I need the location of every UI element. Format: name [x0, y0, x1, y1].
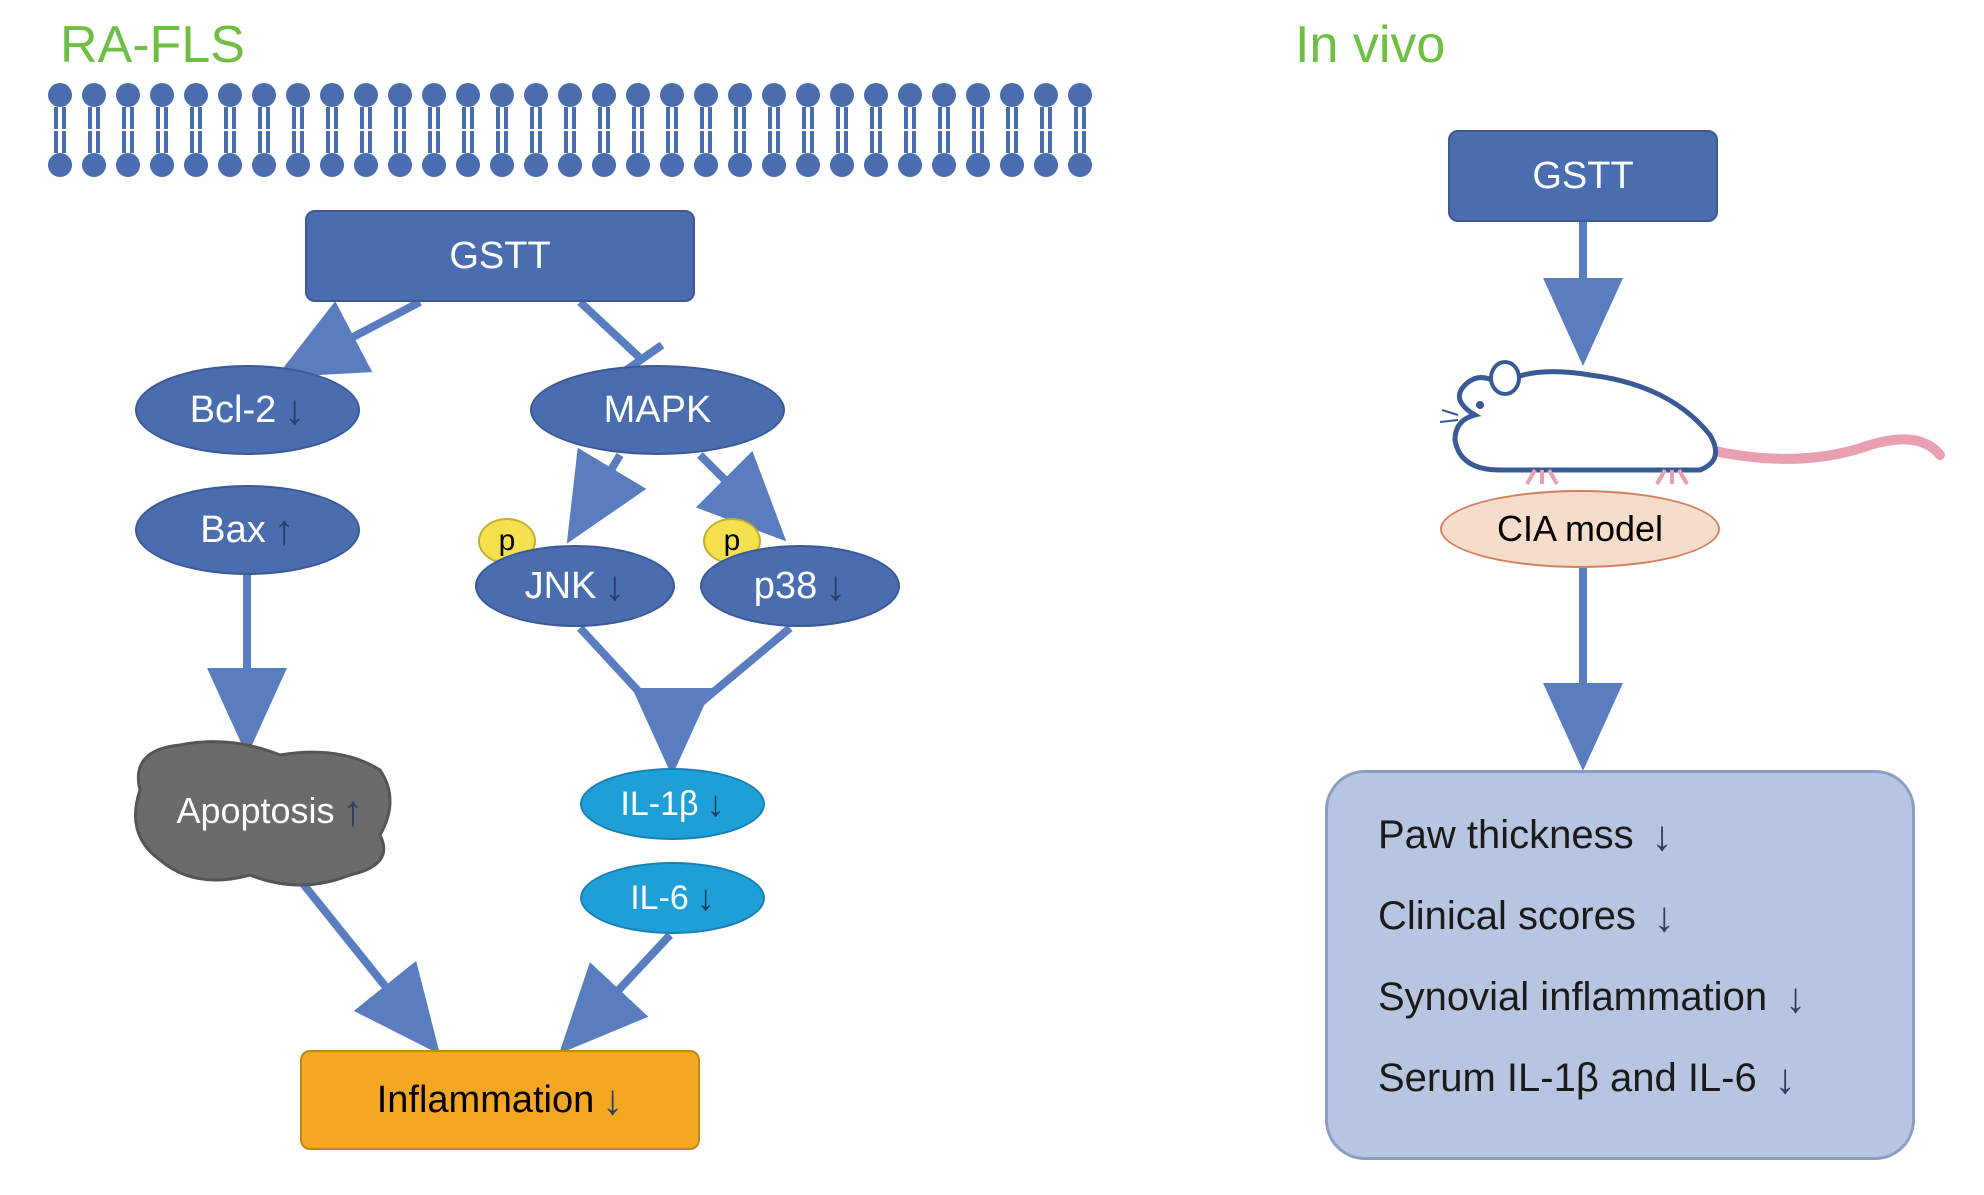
up-arrow-icon: ↑	[274, 509, 295, 551]
outcome-1: Paw thickness ↓	[1378, 813, 1862, 858]
down-arrow-icon: ↓	[284, 389, 305, 431]
jnk-label: JNK	[525, 565, 597, 608]
right-title: In vivo	[1295, 15, 1445, 75]
jnk-node: JNK ↓	[475, 545, 675, 627]
il6-node: IL-6 ↓	[580, 862, 765, 934]
arrow-gstt-mapk	[580, 302, 640, 358]
right-gstt-label: GSTT	[1532, 155, 1633, 198]
il1b-label: IL-1β	[620, 785, 698, 824]
down-arrow-icon: ↓	[602, 1079, 623, 1121]
inflammation-node: Inflammation ↓	[300, 1050, 700, 1150]
il1b-node: IL-1β ↓	[580, 768, 765, 840]
arrow-jnk-il	[580, 628, 665, 720]
outcome-2-label: Clinical scores	[1378, 894, 1636, 939]
arrow-apoptosis-inflam	[300, 880, 430, 1042]
inflammation-label: Inflammation	[377, 1079, 595, 1122]
left-gstt-node: GSTT	[305, 210, 695, 302]
right-gstt-node: GSTT	[1448, 130, 1718, 222]
bcl2-label: Bcl-2	[190, 389, 277, 432]
outcome-1-label: Paw thickness	[1378, 813, 1634, 858]
lipid-membrane	[48, 83, 1092, 177]
outcome-4-label: Serum IL-1β and IL-6	[1378, 1056, 1757, 1101]
bax-label: Bax	[200, 509, 265, 552]
apoptosis-label: Apoptosis	[176, 790, 334, 832]
left-title: RA-FLS	[60, 15, 245, 75]
down-arrow-icon: ↓	[1785, 977, 1806, 1019]
down-arrow-icon: ↓	[604, 565, 625, 607]
arrow-mapk-jnk	[575, 455, 620, 530]
down-arrow-icon: ↓	[825, 565, 846, 607]
mapk-label: MAPK	[604, 389, 712, 432]
bcl2-node: Bcl-2 ↓	[135, 365, 360, 455]
rat-icon	[1440, 362, 1940, 484]
arrow-gstt-bcl2	[290, 302, 420, 370]
down-arrow-icon: ↓	[697, 880, 715, 916]
arrow-il6-inflam	[570, 935, 670, 1042]
up-arrow-icon: ↑	[343, 790, 364, 832]
cia-node: CIA model	[1440, 490, 1720, 568]
cia-label: CIA model	[1497, 508, 1663, 550]
p38-node: p38 ↓	[700, 545, 900, 627]
arrow-p38-il	[680, 628, 790, 720]
down-arrow-icon: ↓	[1652, 815, 1673, 857]
p38-label: p38	[754, 565, 817, 608]
down-arrow-icon: ↓	[1775, 1058, 1796, 1100]
down-arrow-icon: ↓	[1654, 896, 1675, 938]
outcome-3: Synovial inflammation ↓	[1378, 975, 1862, 1020]
outcome-4: Serum IL-1β and IL-6 ↓	[1378, 1056, 1862, 1101]
outcomes-box: Paw thickness ↓ Clinical scores ↓ Synovi…	[1325, 770, 1915, 1160]
outcome-2: Clinical scores ↓	[1378, 894, 1862, 939]
apoptosis-label-wrap: Apoptosis ↑	[145, 790, 395, 832]
bax-node: Bax ↑	[135, 485, 360, 575]
mapk-node: MAPK	[530, 365, 785, 455]
left-gstt-label: GSTT	[449, 235, 550, 278]
il6-label: IL-6	[630, 879, 689, 918]
outcome-3-label: Synovial inflammation	[1378, 975, 1767, 1020]
down-arrow-icon: ↓	[707, 786, 725, 822]
